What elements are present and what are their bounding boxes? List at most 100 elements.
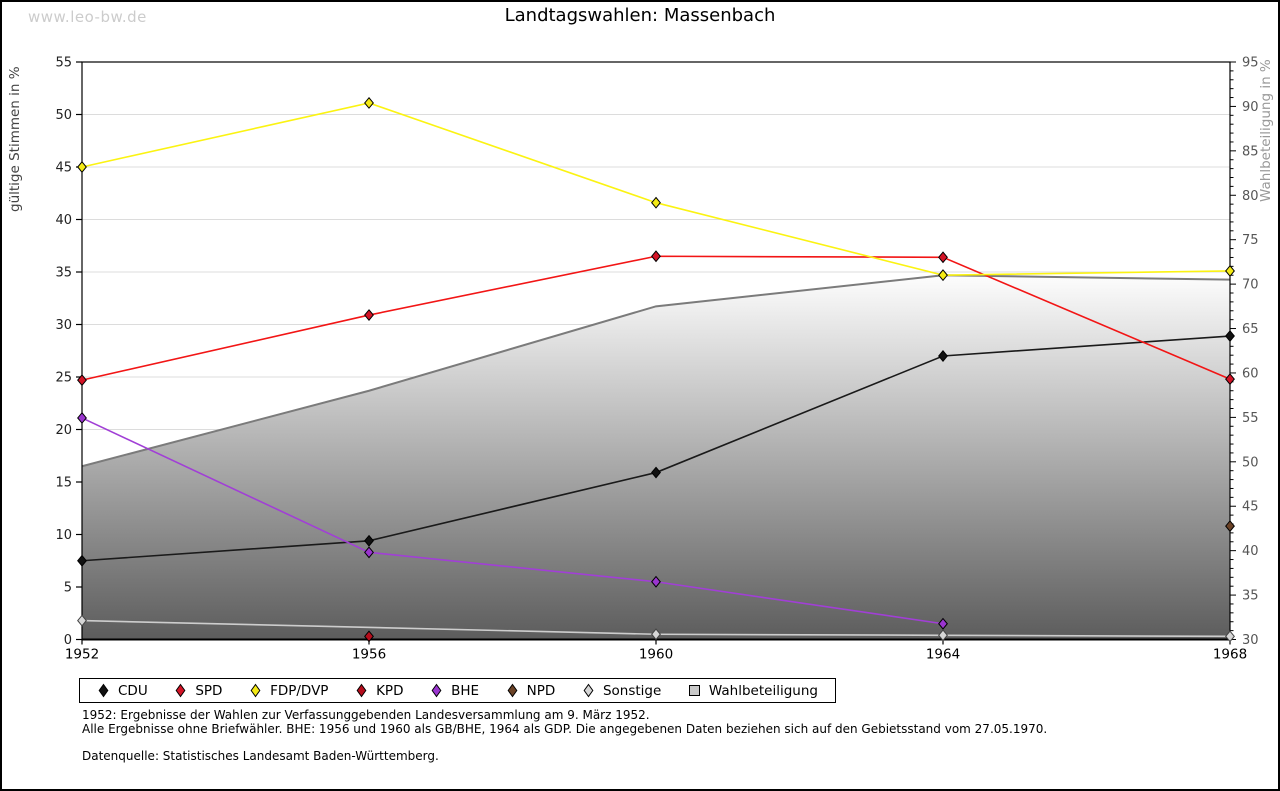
legend-diamond-icon <box>98 683 109 698</box>
left-tick-label: 25 <box>55 371 72 386</box>
legend-diamond <box>431 683 442 698</box>
legend-label: NPD <box>526 682 556 699</box>
data-point-cdu <box>77 554 87 567</box>
footnote-line-1: 1952: Ergebnisse der Wahlen zur Verfassu… <box>82 708 650 722</box>
series-line-sonstige <box>81 619 1231 638</box>
legend-item-sonstige: Sonstige <box>582 683 661 699</box>
left-tick-label: 45 <box>55 161 72 176</box>
data-point-cdu <box>938 350 948 362</box>
data-point-spd <box>77 374 87 387</box>
legend-item-wahlbeteiligung: Wahlbeteiligung <box>688 683 818 699</box>
right-tick-label: 60 <box>1242 366 1259 381</box>
right-tick-label: 65 <box>1242 322 1259 337</box>
legend-label: Wahlbeteiligung <box>708 682 818 699</box>
series-line-fdp-dvp <box>81 102 1231 276</box>
legend: CDU SPD FDP/DVP KPD BHE NPD Sonstige Wahlbeteil… <box>79 678 836 703</box>
data-point-bhe <box>651 575 661 588</box>
left-axis-title: gültige Stimmen in % <box>7 66 23 212</box>
legend-square-icon <box>688 685 700 696</box>
data-point-kpd <box>364 630 374 643</box>
data-point-spd <box>938 251 948 264</box>
footnotes: 1952: Ergebnisse der Wahlen zur Verfassu… <box>82 708 1047 763</box>
legend-diamond <box>98 683 109 698</box>
data-point-bhe <box>938 617 948 630</box>
x-tick-label-1960: 1960 <box>639 647 673 663</box>
legend-label: FDP/DVP <box>270 682 329 699</box>
data-point-spd <box>364 309 374 322</box>
right-tick-label: 40 <box>1242 544 1259 559</box>
legend-label: Sonstige <box>602 682 662 699</box>
left-tick-label: 0 <box>64 633 72 648</box>
legend-diamond-icon <box>250 683 261 698</box>
election-chart: 0 5 10 15 20 25 30 35 40 45 50 55 30 35 40 45 50 55 60 65 70… <box>7 56 1274 663</box>
data-point-sonstige <box>77 614 87 627</box>
legend-item-fdp-dvp: FDP/DVP <box>249 683 328 699</box>
data-point-spd <box>1225 373 1235 386</box>
legend-label: KPD <box>376 682 404 699</box>
data-point-cdu <box>364 534 374 547</box>
data-point-sonstige <box>1225 630 1235 643</box>
left-tick-label: 40 <box>55 213 72 228</box>
legend-diamond-icon <box>431 683 442 698</box>
legend-item-bhe: BHE <box>430 683 479 699</box>
data-point-fdp-dvp <box>77 161 87 173</box>
x-tick-label-1964: 1964 <box>926 647 960 663</box>
legend-item-npd: NPD <box>506 682 556 699</box>
data-point-fdp-dvp <box>651 196 661 209</box>
data-point-bhe <box>77 411 87 424</box>
legend-diamond <box>507 683 518 698</box>
data-point-spd <box>651 250 661 263</box>
x-tick-label-1956: 1956 <box>352 647 386 663</box>
data-point-sonstige <box>938 629 948 642</box>
data-point-sonstige <box>651 628 661 641</box>
data-point-fdp-dvp <box>938 269 948 282</box>
x-tick-label-1968: 1968 <box>1213 647 1247 663</box>
legend-diamond <box>250 683 261 698</box>
right-tick-label: 80 <box>1242 189 1259 204</box>
legend-label: SPD <box>195 682 223 699</box>
legend-diamond <box>356 683 367 698</box>
left-tick-label: 20 <box>55 423 72 438</box>
right-tick-label: 90 <box>1242 100 1259 115</box>
right-tick-label: 55 <box>1242 411 1259 426</box>
legend-diamond-icon <box>356 683 367 698</box>
right-axis-title: Wahlbeteiligung in % <box>1258 59 1274 202</box>
data-point-cdu <box>1225 330 1235 343</box>
left-tick-label: 50 <box>55 108 72 123</box>
legend-diamond-icon <box>583 683 594 698</box>
right-tick-label: 45 <box>1242 500 1259 515</box>
right-tick-label: 50 <box>1242 455 1259 470</box>
right-tick-label: 35 <box>1242 589 1259 604</box>
data-point-bhe <box>364 546 374 559</box>
x-tick-label-1952: 1952 <box>65 647 99 663</box>
legend-square <box>688 685 700 696</box>
legend-diamond-icon <box>175 683 186 698</box>
turnout-area-edge <box>81 274 1231 468</box>
data-points <box>77 96 1235 643</box>
series-line-bhe <box>81 417 944 625</box>
left-tick-label: 55 <box>55 56 72 71</box>
page-title: Landtagswahlen: Massenbach <box>504 5 776 26</box>
legend-label: BHE <box>451 682 480 699</box>
legend-diamond-icon <box>507 683 518 698</box>
right-tick-label: 95 <box>1242 56 1259 71</box>
left-tick-label: 35 <box>55 266 72 281</box>
legend-item-kpd: KPD <box>355 683 403 699</box>
legend-diamond <box>583 683 594 698</box>
right-tick-label: 30 <box>1242 633 1259 648</box>
right-tick-label: 75 <box>1242 233 1259 248</box>
legend-item-spd: SPD <box>174 683 222 699</box>
left-tick-label: 15 <box>55 476 72 491</box>
left-tick-label: 10 <box>55 528 72 543</box>
legend-label: CDU <box>118 682 148 699</box>
left-tick-label: 30 <box>55 318 72 333</box>
legend-diamond <box>175 683 186 698</box>
footnote-source: Datenquelle: Statistisches Landesamt Bad… <box>82 749 439 763</box>
data-point-npd <box>1225 520 1235 533</box>
axis-ticks: 0 5 10 15 20 25 30 35 40 45 50 55 30 35 40 45 50 55 60 65 70… <box>55 56 1258 663</box>
watermark: www.leo-bw.de <box>28 8 147 26</box>
footnote-line-2: Alle Ergebnisse ohne Briefwähler. BHE: 1… <box>82 722 1048 736</box>
data-point-fdp-dvp <box>364 96 374 109</box>
data-point-fdp-dvp <box>1225 264 1235 277</box>
